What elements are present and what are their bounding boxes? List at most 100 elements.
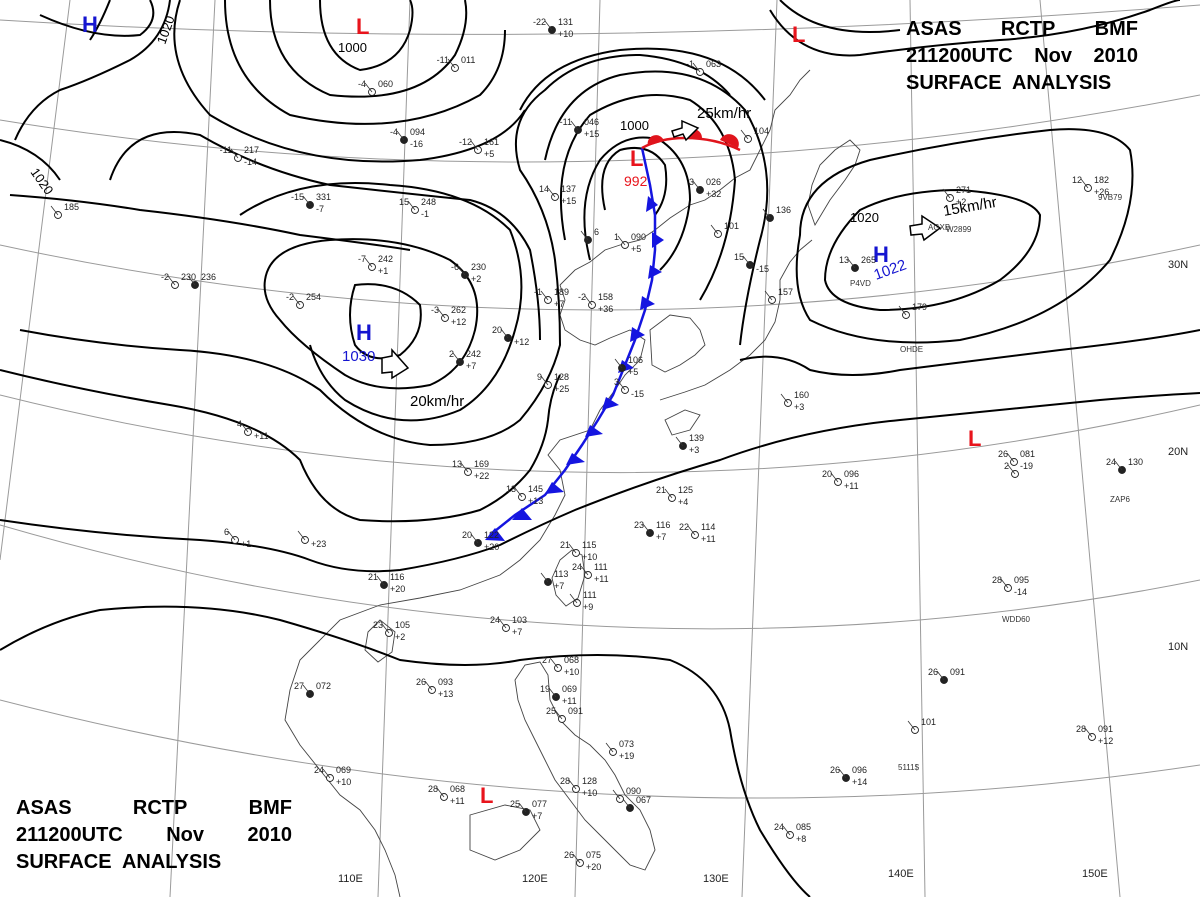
isobar bbox=[0, 369, 561, 523]
map-header-bottom-left: ASAS RCTP BMF 211200UTC Nov 2010 SURFACE… bbox=[16, 795, 292, 876]
low-pressure-symbol: L bbox=[968, 426, 981, 451]
station-tendency: +8 bbox=[796, 834, 806, 844]
station-pressure: 139 bbox=[689, 433, 704, 443]
station-plot: -6 230 +2 bbox=[451, 262, 486, 284]
warm-front-semicircle bbox=[720, 134, 739, 148]
wind-barb-icon bbox=[1000, 578, 1009, 589]
station-plot: 157 bbox=[764, 287, 793, 304]
station-pressure: 011 bbox=[461, 55, 475, 65]
station-plot: 13 265 bbox=[839, 255, 876, 272]
station-tendency: +26 bbox=[1094, 187, 1109, 197]
station-tendency: +36 bbox=[598, 304, 613, 314]
ship-call-sign: 9VB79 bbox=[1098, 193, 1123, 202]
wind-barb-icon bbox=[847, 258, 856, 269]
meridian bbox=[169, 0, 216, 897]
wind-barb-icon bbox=[554, 709, 563, 720]
header-line-1: ASAS RCTP BMF bbox=[906, 16, 1138, 43]
cold-front-triangle bbox=[648, 265, 662, 279]
station-tendency: -15 bbox=[756, 264, 769, 274]
station-pressure: 103 bbox=[512, 615, 527, 625]
wind-barb-icon bbox=[617, 235, 626, 246]
cold-front-triangle bbox=[545, 482, 564, 494]
korea-manchuria-coast bbox=[559, 69, 811, 286]
cold-front-triangle bbox=[485, 528, 505, 541]
station-plot: +23 bbox=[297, 530, 326, 549]
wind-barb-icon bbox=[514, 487, 523, 498]
station-pressure: 116 bbox=[390, 572, 404, 582]
station-pressure: 161 bbox=[484, 137, 499, 147]
header-title: SURFACE ANALYSIS bbox=[16, 851, 222, 873]
station-pressure: 265 bbox=[861, 255, 876, 265]
station-tendency: +15 bbox=[584, 129, 599, 139]
wind-barb-icon bbox=[50, 205, 59, 216]
wind-barb-icon bbox=[540, 375, 549, 386]
ship-call-sign: P4VD bbox=[850, 279, 871, 288]
station-plot: 139+3 bbox=[675, 433, 704, 455]
station-plot: 19 069 +11 bbox=[540, 684, 577, 706]
station-plot: 113+7 bbox=[540, 569, 568, 591]
station-plot: 28 068 +11 bbox=[428, 784, 465, 806]
station-pressure: 113 bbox=[554, 569, 568, 579]
isobar bbox=[0, 139, 61, 181]
station-pressure: 116 bbox=[656, 520, 670, 530]
wind-barb-icon bbox=[452, 352, 461, 363]
isobar bbox=[349, 283, 422, 360]
wind-barb-icon bbox=[605, 742, 614, 753]
wind-barb-icon bbox=[569, 593, 578, 604]
station-plot: 2 bbox=[1004, 461, 1019, 478]
isobar bbox=[739, 329, 1200, 376]
station-temperature: 25 bbox=[546, 706, 556, 716]
station-pressure: 060 bbox=[378, 79, 393, 89]
header-station-code: RCTP bbox=[132, 797, 188, 819]
station-plot: 28 128 +10 bbox=[560, 776, 597, 798]
isobar bbox=[109, 131, 541, 341]
wind-barb-icon bbox=[230, 148, 239, 159]
station-plot: 24 069 +10 bbox=[314, 765, 351, 787]
station-temperature: -1 bbox=[534, 287, 542, 297]
station-plot: 236 bbox=[187, 272, 216, 289]
station-plot: -4 094 -16 bbox=[390, 127, 425, 149]
station-temperature: 9 bbox=[537, 372, 542, 382]
wind-barb-icon bbox=[762, 208, 771, 219]
japan-honshu bbox=[659, 239, 813, 401]
wind-barb-icon bbox=[227, 530, 236, 541]
station-pressure: 230 bbox=[471, 262, 486, 272]
station-temperature: 27 bbox=[542, 655, 552, 665]
station-temperature: -11 bbox=[437, 55, 449, 65]
station-temperature: -12 bbox=[459, 137, 472, 147]
station-plot: 21 115 +10 bbox=[560, 540, 597, 562]
header-month: Nov bbox=[166, 824, 205, 846]
cold-front-triangle bbox=[566, 453, 585, 465]
station-pressure: 185 bbox=[64, 202, 79, 212]
header-line-2: 211200UTC Nov 2010 bbox=[16, 822, 292, 849]
japan-kyushu bbox=[664, 409, 701, 436]
station-pressure: 115 bbox=[582, 540, 596, 550]
station-temperature: 1 bbox=[614, 232, 619, 242]
wind-barb-icon bbox=[687, 525, 696, 536]
lon-label: 140E bbox=[888, 868, 914, 880]
ship-call-sign: 5111$ bbox=[898, 763, 920, 772]
low-pressure-symbol: L bbox=[630, 146, 643, 171]
station-pressure: 217 bbox=[244, 145, 259, 155]
station-temperature: -2 bbox=[578, 292, 586, 302]
station-tendency: +2 bbox=[395, 632, 405, 642]
station-pressure: 096 bbox=[844, 469, 859, 479]
station-plot: 15 248 -1 bbox=[399, 197, 436, 219]
isobar bbox=[239, 182, 523, 422]
station-plot: -12 161 +5 bbox=[459, 137, 499, 159]
station-temperature: 28 bbox=[1076, 724, 1086, 734]
station-plot: 27 072 bbox=[294, 681, 331, 698]
hainan bbox=[364, 619, 396, 663]
station-temperature: 15 bbox=[734, 252, 744, 262]
wind-barb-icon bbox=[1007, 464, 1016, 475]
station-plot: 27 068 +10 bbox=[542, 655, 579, 677]
station-plot: 2 242 +7 bbox=[449, 349, 481, 371]
station-tendency: +14 bbox=[852, 777, 867, 787]
station-temperature: 2 bbox=[1004, 461, 1009, 471]
station-plot: 23 105 +2 bbox=[373, 620, 410, 642]
station-plot: 21 116 +20 bbox=[368, 572, 405, 594]
parallel bbox=[0, 699, 1200, 799]
isobar bbox=[39, 0, 155, 37]
station-pressure: 130 bbox=[1128, 457, 1143, 467]
